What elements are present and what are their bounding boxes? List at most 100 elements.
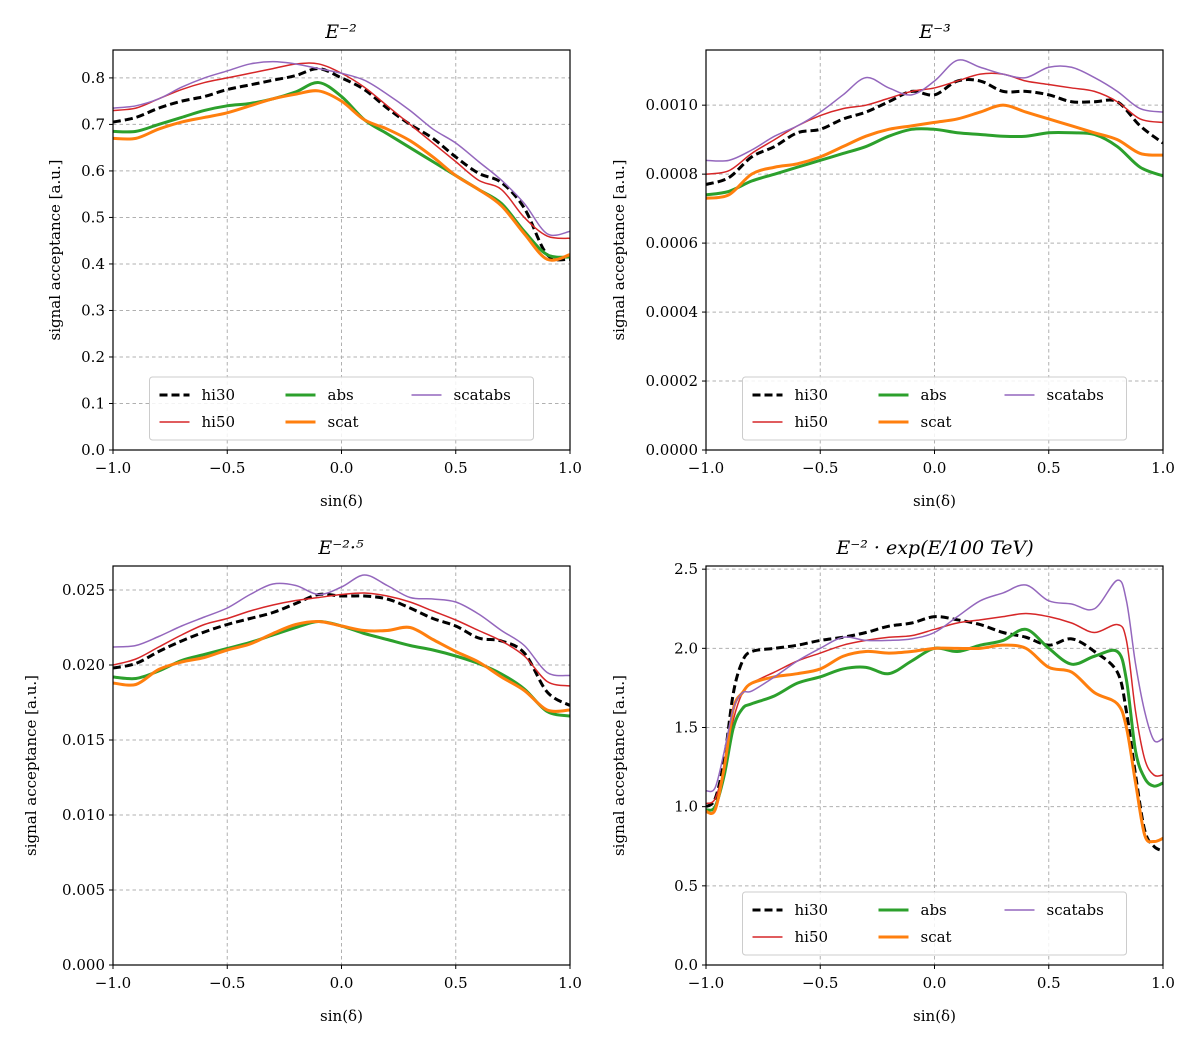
series-line-scatabs <box>706 59 1163 162</box>
x-tick-label: −1.0 <box>688 974 724 992</box>
series-line-hi30 <box>706 78 1163 186</box>
y-tick-label: 0.5 <box>81 208 105 226</box>
x-tick-label: 0.0 <box>330 974 354 992</box>
y-tick-label: 0.010 <box>62 806 105 824</box>
y-tick-label: 0.8 <box>81 69 105 87</box>
series-line-hi30 <box>706 615 1163 853</box>
y-tick-label: 0.0002 <box>646 372 699 390</box>
x-axis-label: sin(δ) <box>913 1007 956 1025</box>
chart-title: E⁻²·⁵ <box>317 537 364 559</box>
series-line-scatabs <box>113 574 570 677</box>
legend-label-abs: abs <box>921 386 947 404</box>
y-tick-label: 0.000 <box>62 956 105 974</box>
series-group <box>706 579 1163 853</box>
y-tick-label: 0.2 <box>81 348 105 366</box>
series-line-scatabs <box>706 579 1163 793</box>
legend-frame <box>149 376 534 441</box>
legend-frame <box>742 891 1127 956</box>
x-tick-label: 0.5 <box>444 459 468 477</box>
x-tick-label: −1.0 <box>688 459 724 477</box>
series-group <box>113 60 570 262</box>
series-line-scatabs <box>113 60 570 237</box>
y-tick-label: 0.0008 <box>646 165 699 183</box>
series-line-scat <box>113 89 570 262</box>
legend-label-hi50: hi50 <box>795 928 829 946</box>
series-line-abs <box>706 127 1163 197</box>
legend-label-scatabs: scatabs <box>1047 386 1104 404</box>
x-tick-label: −1.0 <box>95 459 131 477</box>
series-line-hi50 <box>706 72 1163 175</box>
y-tick-label: 0.7 <box>81 115 105 133</box>
series-line-scat <box>706 643 1163 844</box>
x-tick-label: 1.0 <box>558 974 582 992</box>
x-tick-label: −0.5 <box>802 974 838 992</box>
legend: hi30 hi50 abs scat scatabs <box>742 891 1127 956</box>
series-line-hi30 <box>113 592 570 707</box>
y-tick-label: 0.6 <box>81 162 105 180</box>
legend-label-abs: abs <box>328 386 354 404</box>
chart-panel-1: −1.0 −0.5 0.0 0.5 1.0 0.0 0.1 0.2 0.3 0.4 0.5 0.6 0.… <box>46 21 582 510</box>
x-axis-label: sin(δ) <box>913 492 956 510</box>
chart-panel-4: −1.0 −0.5 0.0 0.5 1.0 0.0 0.5 1.0 1.5 2.0 2.5 E⁻² ·… <box>610 537 1175 1025</box>
x-tick-label: 0.5 <box>1037 974 1061 992</box>
x-axis-label: sin(δ) <box>320 492 363 510</box>
y-tick-label: 0.025 <box>62 581 105 599</box>
x-tick-label: −0.5 <box>209 459 245 477</box>
y-axis-label: signal acceptance [a.u.] <box>610 675 628 856</box>
y-tick-label: 0.0 <box>81 441 105 459</box>
y-axis-label: signal acceptance [a.u.] <box>22 675 40 856</box>
chart-title: E⁻³ <box>918 21 951 43</box>
plot-frame <box>705 565 1164 966</box>
x-tick-label: 1.0 <box>1151 974 1175 992</box>
y-tick-label: 0.020 <box>62 656 105 674</box>
chart-panel-2: −1.0 −0.5 0.0 0.5 1.0 0.0000 0.0002 0.0004 0.000… <box>610 21 1175 510</box>
legend: hi30 hi50 abs scat scatabs <box>742 376 1127 441</box>
x-tick-label: 0.0 <box>923 974 947 992</box>
legend-label-scat: scat <box>921 928 952 946</box>
x-tick-label: 0.0 <box>923 459 947 477</box>
plot-frame <box>705 49 1164 451</box>
legend-label-hi50: hi50 <box>202 413 236 431</box>
y-tick-label: 2.5 <box>674 560 698 578</box>
series-line-hi50 <box>113 592 570 687</box>
y-tick-label: 0.0006 <box>646 234 699 252</box>
chart-title: E⁻² · exp(E/100 TeV) <box>835 537 1033 559</box>
legend-label-scatabs: scatabs <box>1047 901 1104 919</box>
series-group <box>706 59 1163 200</box>
x-axis-label: sin(δ) <box>320 1007 363 1025</box>
y-tick-label: 0.1 <box>81 394 105 412</box>
y-axis-label: signal acceptance [a.u.] <box>46 159 64 340</box>
y-tick-label: 1.0 <box>674 798 698 816</box>
y-tick-label: 0.0004 <box>646 303 699 321</box>
legend-label-scatabs: scatabs <box>454 386 511 404</box>
x-tick-label: 0.5 <box>1037 459 1061 477</box>
legend-label-scat: scat <box>921 413 952 431</box>
x-tick-label: −1.0 <box>95 974 131 992</box>
y-tick-label: 0.0010 <box>646 96 699 114</box>
y-tick-label: 2.0 <box>674 639 698 657</box>
x-tick-label: 1.0 <box>1151 459 1175 477</box>
x-tick-label: 0.0 <box>330 459 354 477</box>
x-tick-label: −0.5 <box>802 459 838 477</box>
series-line-scat <box>113 619 570 713</box>
legend: hi30 hi50 abs scat scatabs <box>149 376 534 441</box>
x-tick-label: 1.0 <box>558 459 582 477</box>
plot-frame <box>112 565 571 966</box>
x-tick-label: −0.5 <box>209 974 245 992</box>
legend-label-scat: scat <box>328 413 359 431</box>
legend-label-abs: abs <box>921 901 947 919</box>
y-tick-label: 1.5 <box>674 719 698 737</box>
y-tick-label: 0.015 <box>62 731 105 749</box>
y-tick-label: 0.3 <box>81 301 105 319</box>
legend-label-hi30: hi30 <box>202 386 236 404</box>
legend-label-hi50: hi50 <box>795 413 829 431</box>
series-line-scat <box>706 103 1163 200</box>
y-tick-label: 0.4 <box>81 255 105 273</box>
plot-frame <box>112 49 571 451</box>
y-tick-label: 0.0000 <box>646 441 699 459</box>
y-tick-label: 0.005 <box>62 881 105 899</box>
series-line-hi30 <box>113 67 570 262</box>
y-tick-label: 0.0 <box>674 956 698 974</box>
series-group <box>113 574 570 718</box>
